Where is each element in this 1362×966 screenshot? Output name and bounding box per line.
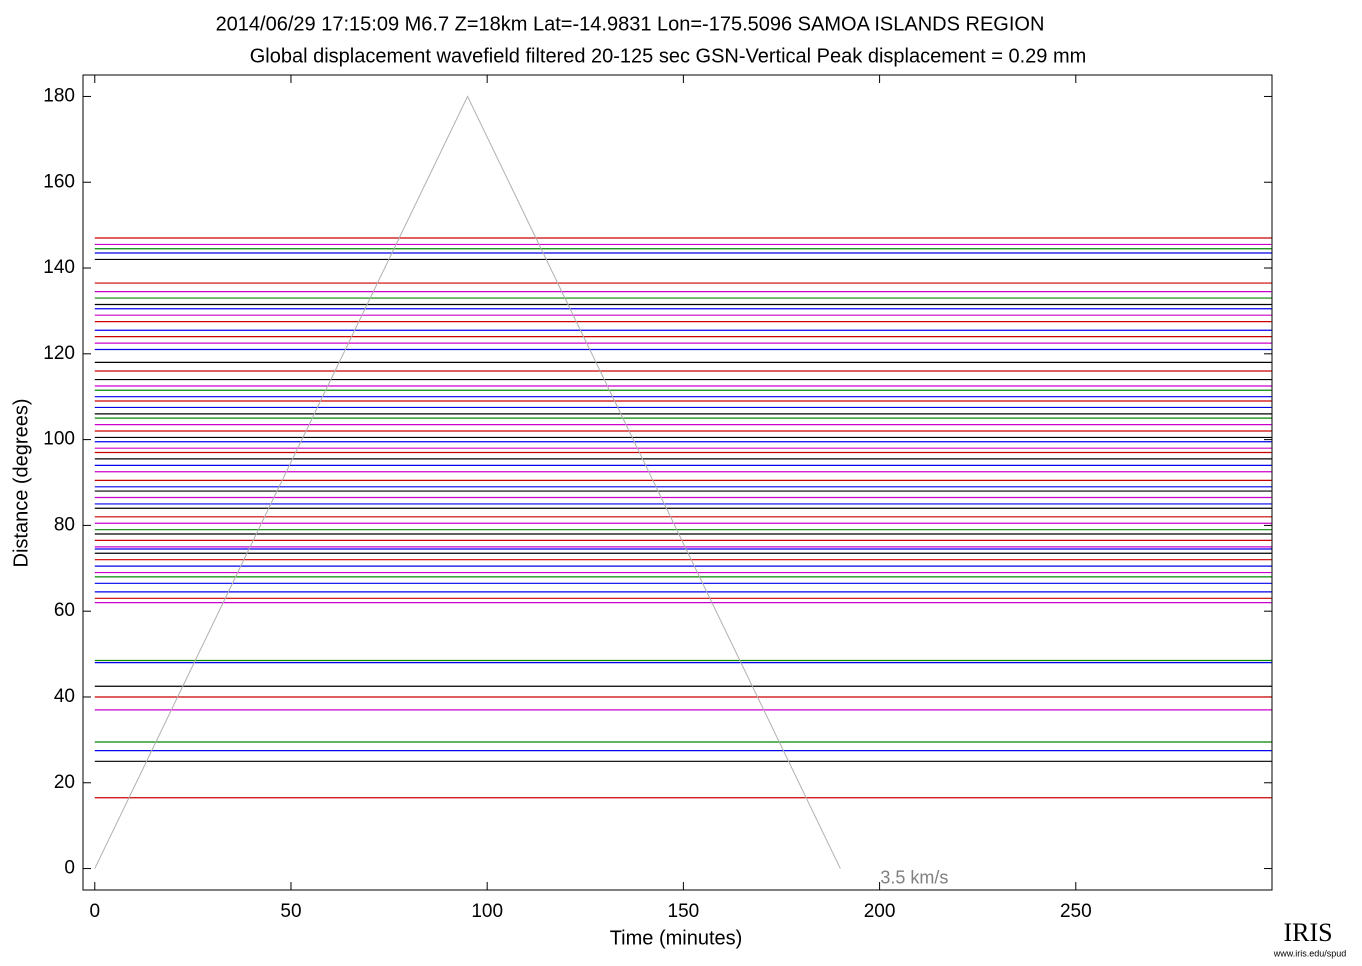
- y-tick-label: 0: [64, 858, 75, 879]
- chart-subtitle: Global displacement wavefield filtered 2…: [250, 45, 1087, 67]
- x-tick-label: 250: [1060, 901, 1092, 922]
- y-tick-label: 60: [54, 600, 75, 621]
- logo-url: www.iris.edu/spud: [1273, 948, 1347, 958]
- plot-frame: [82, 74, 1273, 891]
- y-tick-label: 140: [43, 257, 75, 278]
- x-axis-label: Time (minutes): [610, 927, 743, 949]
- y-tick-label: 40: [54, 686, 75, 707]
- x-tick-label: 100: [471, 901, 503, 922]
- chart-title: 2014/06/29 17:15:09 M6.7 Z=18km Lat=-14.…: [216, 13, 1045, 35]
- y-tick-label: 160: [43, 171, 75, 192]
- y-tick-label: 20: [54, 772, 75, 793]
- velocity-label: 3.5 km/s: [880, 867, 948, 887]
- x-tick-label: 50: [280, 901, 301, 922]
- y-axis-label: Distance (degrees): [10, 399, 32, 568]
- logo-name: IRIS: [1283, 918, 1332, 947]
- y-tick-label: 180: [43, 85, 75, 106]
- y-tick-label: 100: [43, 429, 75, 450]
- y-tick-label: 80: [54, 514, 75, 535]
- x-tick-label: 0: [89, 901, 100, 922]
- x-tick-label: 150: [668, 901, 700, 922]
- x-tick-label: 200: [864, 901, 896, 922]
- velocity-line: [94, 95, 841, 869]
- y-tick-label: 120: [43, 343, 75, 364]
